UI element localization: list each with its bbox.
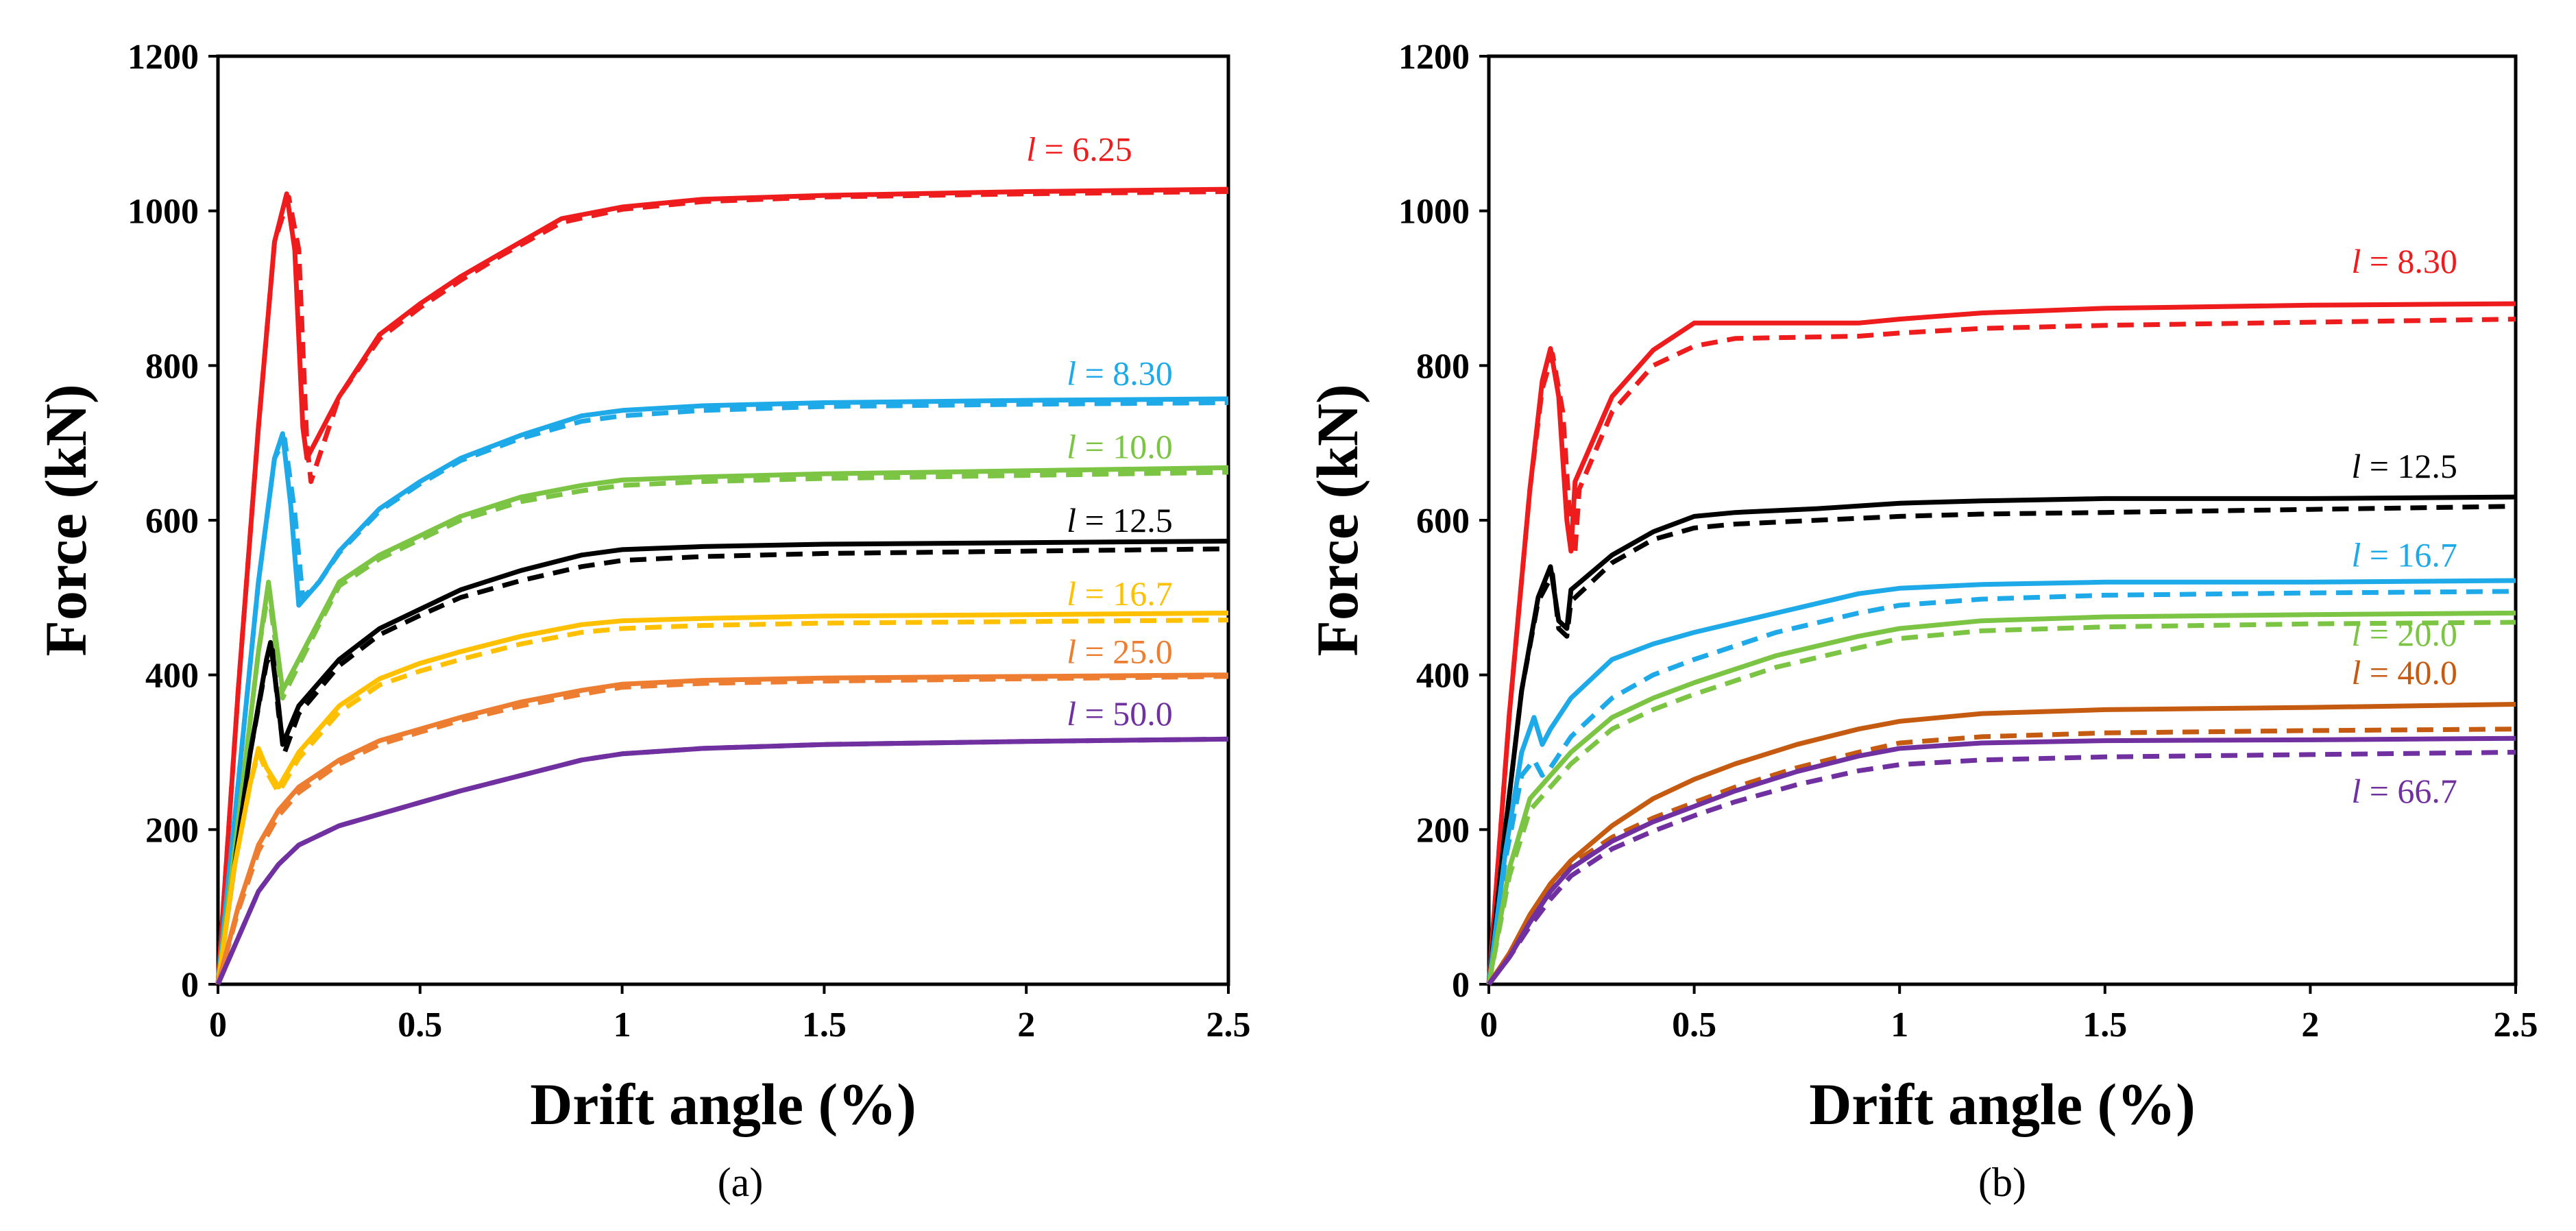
series-solid-line <box>1487 735 2516 986</box>
series-label-value: = 6.25 <box>1036 130 1132 168</box>
series-solid-line <box>215 186 1229 985</box>
x-tick-label: 1.5 <box>802 1005 847 1045</box>
series-dashed-line <box>1487 727 2516 986</box>
series-solid-line <box>1487 702 2516 986</box>
chart-panel-a: 0 200 400 600 800 1000 1200 0 0.5 1 1.5 2 2.5 Drift a… <box>33 38 1251 1205</box>
y-axis-title: Force (kN) <box>1304 384 1370 656</box>
panel-label: (a) <box>718 1160 764 1205</box>
series-label-value: = 16.7 <box>1076 574 1173 613</box>
series-label-var: l <box>1067 694 1076 733</box>
y-tick-label: 1200 <box>1398 38 1470 77</box>
plot-frame <box>1487 54 2518 986</box>
series-label: l = 50.0 <box>1067 694 1173 733</box>
x-tick-label: 2 <box>2301 1005 2319 1045</box>
series-solid-line <box>215 539 1229 985</box>
series-label-var: l <box>1067 428 1076 466</box>
y-tick-label: 0 <box>1452 966 1470 1005</box>
y-tick-label: 200 <box>1416 811 1470 850</box>
y-tick-label: 600 <box>145 502 199 541</box>
y-tick-label: 800 <box>1416 347 1470 386</box>
series-label-value: = 50.0 <box>1076 694 1173 733</box>
series-label-value: = 12.5 <box>1076 501 1173 539</box>
series-dashed-line <box>215 736 1229 986</box>
series-label-value: = 40.0 <box>2361 653 2457 692</box>
series-solid-line <box>215 396 1229 985</box>
series-label-var: l <box>1067 574 1076 613</box>
series-label: l = 8.30 <box>1067 354 1173 393</box>
series-label-var: l <box>2351 653 2361 692</box>
y-axis-title: Force (kN) <box>33 384 99 656</box>
x-tick-label: 1 <box>1891 1005 1908 1045</box>
series-label: l = 10.0 <box>1067 428 1173 466</box>
series-label-value: = 8.30 <box>2361 242 2457 280</box>
series-label-value: = 10.0 <box>1076 428 1173 466</box>
series-solid-line <box>215 465 1229 985</box>
series-label-var: l <box>2351 242 2361 280</box>
series-label: l = 6.25 <box>1026 130 1132 168</box>
series-label-value: = 20.0 <box>2361 615 2457 653</box>
y-tick-label: 400 <box>1416 657 1470 696</box>
series-label-value: = 12.5 <box>2361 447 2457 485</box>
series-label: l = 25.0 <box>1067 633 1173 671</box>
series-label-value: = 25.0 <box>1076 633 1173 671</box>
series-label-value: = 8.30 <box>1076 354 1173 393</box>
series-solid-line <box>1486 578 2516 985</box>
chart-panel-b: 0 200 400 600 800 1000 1200 0 0.5 1 1.5 2 2.5 Drift a… <box>1304 38 2538 1205</box>
y-tick-label: 400 <box>145 657 199 696</box>
series-label: l = 12.5 <box>1067 501 1173 539</box>
series-label-var: l <box>1067 633 1076 671</box>
series-label-var: l <box>2351 447 2361 485</box>
series-solid-line <box>1486 610 2516 985</box>
y-tick-label: 1200 <box>127 38 199 77</box>
x-tick-label: 0 <box>209 1005 227 1045</box>
series-label: l = 12.5 <box>2351 447 2457 485</box>
x-tick-label: 0.5 <box>1672 1005 1716 1045</box>
series-dashed-line <box>1487 750 2516 986</box>
series-label: l = 8.30 <box>2351 242 2457 280</box>
series-dashed-line <box>215 674 1229 985</box>
series-label: l = 20.0 <box>2351 615 2457 653</box>
series-label-value: = 16.7 <box>2361 536 2457 574</box>
series-solid-line <box>1486 494 2516 985</box>
x-tick-label: 0.5 <box>398 1005 442 1045</box>
x-axis-title: Drift angle (%) <box>1809 1071 2196 1137</box>
series-dashed-line <box>1486 317 2516 985</box>
series-label: l = 16.7 <box>1067 574 1173 613</box>
x-tick-label: 2.5 <box>2494 1005 2538 1045</box>
x-tick-label: 1.5 <box>2082 1005 2127 1045</box>
series-label-var: l <box>2351 536 2361 574</box>
series-dashed-line <box>215 618 1229 985</box>
x-tick-label: 2.5 <box>1206 1005 1251 1045</box>
x-tick-label: 2 <box>1017 1005 1035 1045</box>
series-dashed-line <box>1486 620 2516 985</box>
series-label: l = 66.7 <box>2351 772 2457 810</box>
panel-label: (b) <box>1978 1160 2026 1205</box>
x-tick-label: 0 <box>1480 1005 1498 1045</box>
x-tick-label: 1 <box>613 1005 631 1045</box>
series-solid-line <box>215 610 1229 985</box>
series-solid-line <box>1486 301 2516 985</box>
series-label-value: = 66.7 <box>2361 772 2457 810</box>
series-dashed-line <box>1486 589 2516 985</box>
y-tick-label: 800 <box>145 347 199 386</box>
x-axis-title: Drift angle (%) <box>530 1071 916 1137</box>
y-tick-label: 1000 <box>1398 193 1470 232</box>
series-label-var: l <box>1067 501 1076 539</box>
y-tick-label: 600 <box>1416 502 1470 541</box>
series-dashed-line <box>1486 504 2516 985</box>
y-tick-label: 200 <box>145 811 199 850</box>
series-label-var: l <box>1067 354 1076 393</box>
series-label-var: l <box>1026 130 1036 168</box>
series-label: l = 16.7 <box>2351 536 2457 574</box>
y-tick-label: 0 <box>181 966 199 1005</box>
series-solid-line <box>215 736 1229 986</box>
series-label: l = 40.0 <box>2351 653 2457 692</box>
series-solid-line <box>215 672 1229 985</box>
y-tick-label: 1000 <box>127 193 199 232</box>
series-label-var: l <box>2351 615 2361 653</box>
series-label-var: l <box>2351 772 2361 810</box>
